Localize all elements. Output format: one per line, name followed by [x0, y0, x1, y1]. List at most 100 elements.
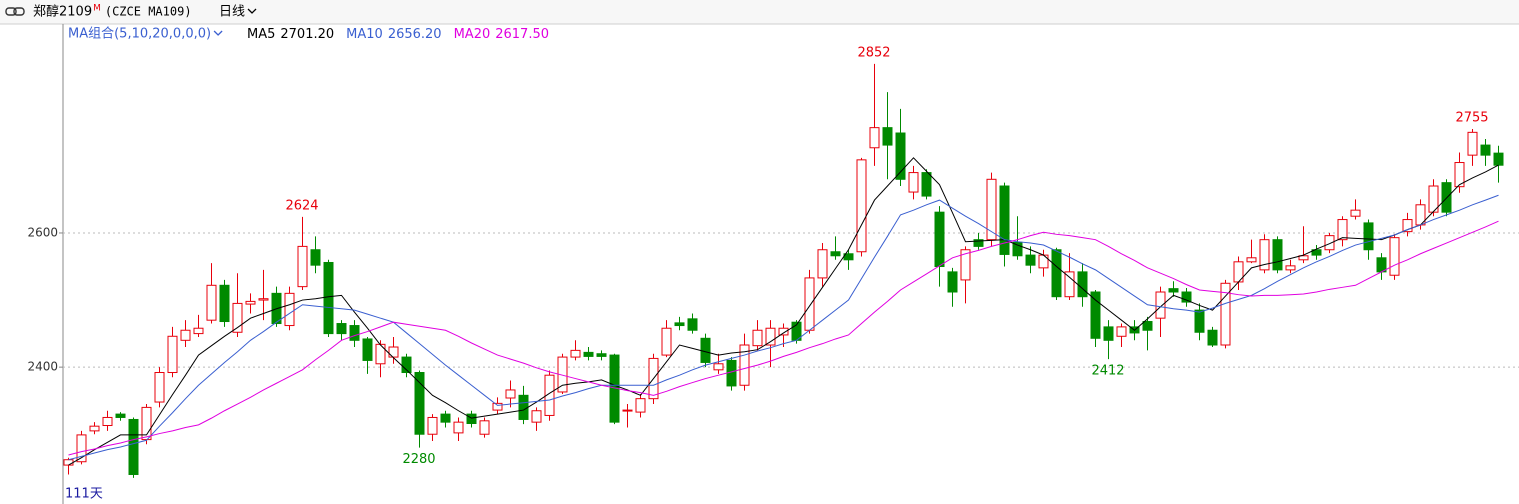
candle-body	[76, 434, 87, 463]
extreme-label: 2412	[1091, 364, 1124, 379]
candle-body	[856, 159, 867, 253]
candle-body	[765, 327, 776, 346]
badge: M	[93, 4, 101, 14]
candle-body	[180, 329, 191, 341]
candle-body	[1246, 257, 1257, 263]
candle-body	[973, 239, 984, 247]
candle-body	[947, 271, 958, 293]
candle-body	[284, 292, 295, 327]
candle-body	[1311, 249, 1322, 256]
period-selector[interactable]: 日线	[219, 5, 245, 20]
candle-body	[518, 394, 529, 420]
candle-body	[1155, 291, 1166, 319]
candle-body	[1285, 265, 1296, 271]
candle-body	[440, 413, 451, 423]
candle-body	[1012, 241, 1023, 257]
candle-body	[388, 346, 399, 358]
symbol-title: 郑醇2109	[33, 4, 92, 20]
candle-body	[778, 327, 789, 336]
candle-body	[453, 421, 464, 434]
candle-body	[89, 425, 100, 432]
legend-item: MA20 2617.50	[454, 27, 549, 42]
candle-body	[596, 353, 607, 357]
candle-body	[375, 343, 386, 365]
candle-body	[206, 284, 217, 321]
candle-body	[232, 302, 243, 333]
candle-body	[986, 178, 997, 241]
candle-body	[1363, 222, 1374, 251]
candle-body	[1337, 219, 1348, 241]
candle-body	[1142, 321, 1153, 331]
candle-body	[401, 356, 412, 374]
candle-body	[466, 413, 477, 424]
ma-group[interactable]: MA组合(5,10,20,0,0,0)	[68, 27, 211, 42]
candle-body	[128, 418, 139, 475]
candle-body	[63, 459, 74, 466]
candle-body	[882, 127, 893, 146]
candle-body	[1116, 326, 1127, 337]
candle-body	[414, 372, 425, 435]
candle-body	[1051, 249, 1062, 298]
candle-body	[1025, 254, 1036, 266]
legend-name: MA5	[247, 27, 275, 42]
candle-body	[1272, 239, 1283, 271]
legend-value: 2617.50	[495, 27, 549, 42]
candle-body	[960, 249, 971, 281]
candle-body	[193, 327, 204, 335]
candle-body	[817, 249, 828, 279]
y-tick-label: 2600	[27, 225, 58, 239]
candle-body	[258, 298, 269, 301]
candle-body	[336, 323, 347, 335]
extreme-label: 2280	[402, 452, 435, 467]
link-icon	[5, 7, 25, 16]
extreme-label: 2852	[857, 45, 890, 60]
candle-body	[1389, 237, 1400, 276]
candle-body	[921, 172, 932, 197]
candle-body	[1090, 291, 1101, 339]
candle-body	[713, 363, 724, 371]
candle-body	[570, 349, 581, 358]
candle-body	[310, 249, 321, 266]
ma-chevron[interactable]	[213, 30, 223, 36]
candle-body	[1181, 291, 1192, 303]
candle-body	[622, 409, 633, 412]
candle-body	[544, 374, 555, 416]
candle-body	[1298, 255, 1309, 261]
candle-body	[830, 251, 841, 257]
extreme-label: 2755	[1455, 110, 1488, 125]
candle-body	[908, 172, 919, 193]
candle-body	[1480, 144, 1491, 156]
candle-body	[739, 344, 750, 386]
candle-body	[479, 420, 490, 435]
candle-body	[1259, 239, 1270, 271]
candle-body	[492, 402, 503, 411]
candle-body	[674, 322, 685, 327]
candle-body	[999, 185, 1010, 255]
candle-body	[531, 410, 542, 423]
candle-body	[349, 325, 360, 341]
candle-body	[1168, 288, 1179, 293]
candle-body	[700, 337, 711, 363]
candle-body	[583, 351, 594, 357]
bar-count: 111天	[65, 487, 103, 502]
symbol-code[interactable]: (CZCE MA109)	[105, 5, 192, 19]
candle-body	[297, 245, 308, 288]
ma-line	[68, 157, 1499, 466]
candle-body	[1194, 309, 1205, 333]
candle-body	[661, 327, 672, 356]
candle-body	[869, 127, 880, 149]
candle-body	[1467, 131, 1478, 156]
legend-value: 2656.20	[388, 27, 442, 42]
candle-body	[362, 338, 373, 361]
legend-item: MA10 2656.20	[346, 27, 441, 42]
candle-body	[752, 329, 763, 347]
candle-body	[115, 413, 126, 418]
candle-body	[934, 211, 945, 268]
candle-body	[1324, 235, 1335, 251]
legend-item: MA5 2701.20	[247, 27, 334, 42]
period-chevron[interactable]	[247, 8, 257, 14]
candle-body	[219, 284, 230, 323]
